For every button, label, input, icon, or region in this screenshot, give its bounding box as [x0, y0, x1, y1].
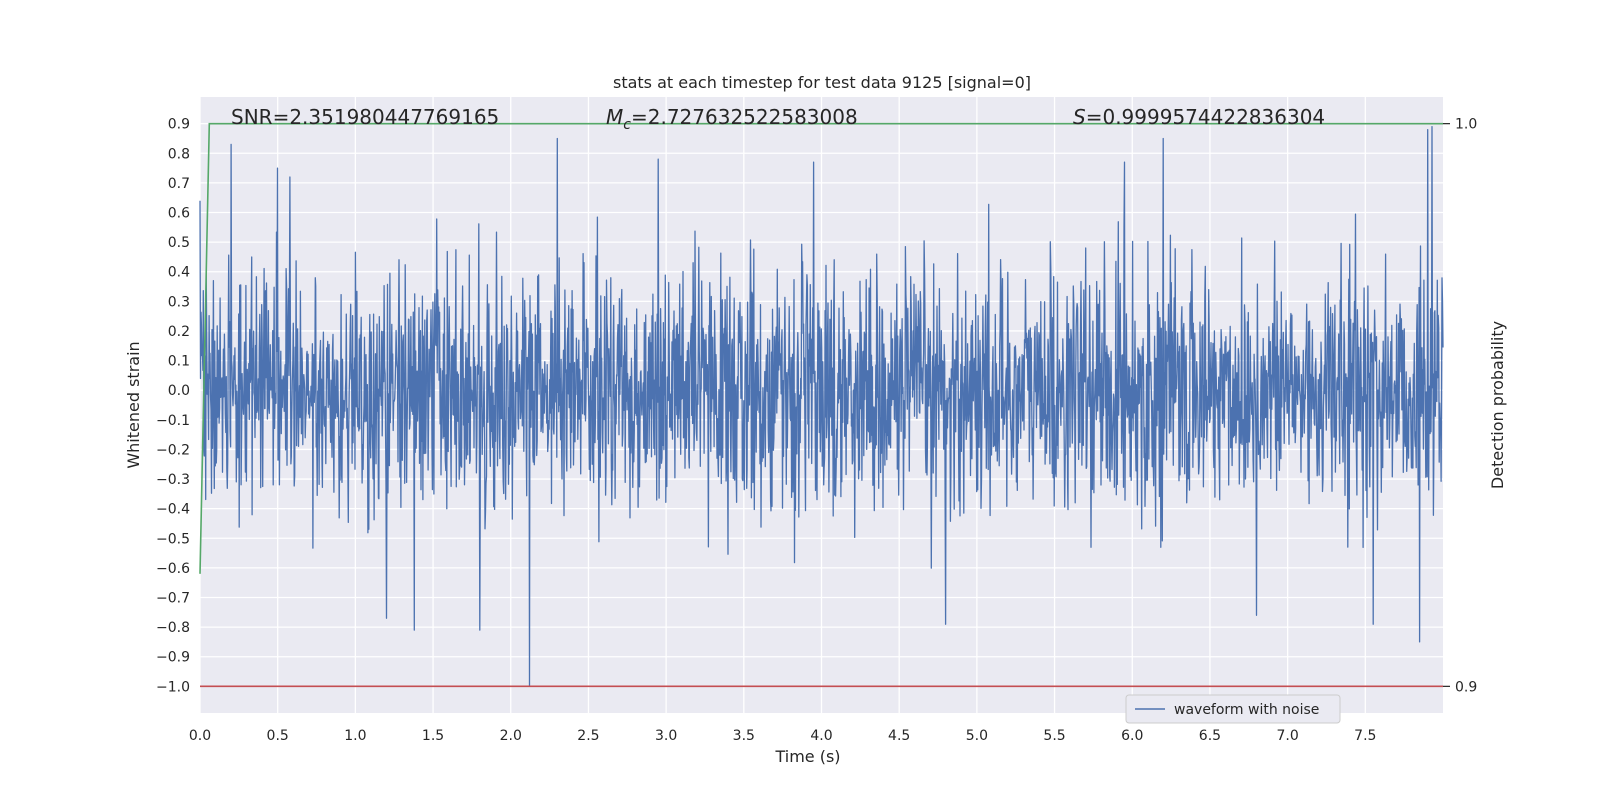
y2-tick-label: 0.9: [1455, 679, 1477, 695]
y-tick-label: −0.9: [156, 650, 190, 666]
y-tick-label: 0.1: [168, 354, 190, 370]
y-tick-label: −0.1: [156, 413, 190, 429]
x-tick-label: 2.5: [577, 728, 599, 744]
legend-label-waveform-with-noise: waveform with noise: [1174, 702, 1319, 718]
y2-axis-ticks: 1.0 0.9: [1443, 117, 1477, 695]
y-tick-label: 0.3: [168, 294, 190, 310]
y-tick-label: 0.2: [168, 324, 190, 340]
y-tick-label: 0.7: [168, 176, 190, 192]
x-tick-label: 1.5: [422, 728, 444, 744]
y2-tick-label: 1.0: [1455, 117, 1477, 133]
y-tick-label: −0.8: [156, 620, 190, 636]
x-axis-ticks: 0.0 0.5 1.0 1.5 2.0 2.5 3.0 3.5 4.0 4.5 5.0 5.5 6.0 6…: [189, 728, 1377, 744]
snr-annotation: SNR=2.351980447769165: [231, 105, 499, 129]
x-tick-label: 6.0: [1121, 728, 1143, 744]
y-tick-label: 0.6: [168, 206, 190, 222]
x-tick-label: 7.0: [1276, 728, 1298, 744]
series-line-waveform-with-noise: [199, 125, 1444, 687]
y-tick-label: 0.8: [168, 146, 190, 162]
snr-equals: =: [273, 105, 290, 129]
snr-label: SNR: [231, 105, 273, 129]
chart-title: stats at each timestep for test data 912…: [613, 73, 1031, 92]
y-tick-label: 0.5: [168, 235, 190, 251]
chirp-mass-symbol: M: [606, 105, 623, 129]
x-tick-label: 4.0: [810, 728, 832, 744]
legend-box: [1125, 694, 1341, 724]
s-value: 0.9999574422836304: [1102, 105, 1325, 129]
y-tick-label: −0.4: [156, 502, 190, 518]
plot-area: [199, 122, 1444, 688]
x-tick-label: 7.5: [1354, 728, 1376, 744]
y-tick-label: 0.0: [168, 383, 190, 399]
chirp-mass-value: 2.727632522583008: [648, 105, 858, 129]
chirp-mass-annotation: Mc=2.727632522583008: [606, 105, 858, 133]
x-tick-label: 0.5: [267, 728, 289, 744]
x-tick-label: 3.0: [655, 728, 677, 744]
y-axis-ticks: 0.9 0.8 0.7 0.6 0.5 0.4 0.3 0.2 0.1 0.0 −0.1 −0.2 −0…: [156, 117, 190, 696]
x-tick-label: 5.5: [1043, 728, 1065, 744]
series-line-detection-probability: [199, 122, 1443, 574]
y2-axis-label: Detection probability: [1488, 321, 1507, 489]
y-tick-label: 0.9: [168, 117, 190, 133]
x-tick-label: 3.5: [733, 728, 755, 744]
chirp-mass-subscript: c: [623, 117, 631, 133]
s-symbol: S: [1073, 105, 1086, 129]
y-tick-label: −0.2: [156, 442, 190, 458]
x-axis-label: Time (s): [774, 747, 840, 766]
y-tick-label: −0.7: [156, 591, 190, 607]
y-axis-label: Whitened strain: [124, 341, 143, 468]
x-tick-label: 1.0: [344, 728, 366, 744]
snr-value: 2.351980447769165: [289, 105, 499, 129]
x-tick-label: 4.5: [888, 728, 910, 744]
legend: waveform with noise: [1125, 694, 1341, 724]
x-tick-label: 0.0: [189, 728, 211, 744]
y-tick-label: 0.4: [168, 265, 190, 281]
x-tick-label: 5.0: [966, 728, 988, 744]
chirp-mass-equals: =: [631, 105, 648, 129]
y-tick-label: −1.0: [156, 679, 190, 695]
y-tick-label: −0.6: [156, 561, 190, 577]
x-tick-label: 6.5: [1199, 728, 1221, 744]
y-tick-label: −0.5: [156, 531, 190, 547]
s-annotation: S=0.9999574422836304: [1073, 105, 1325, 129]
x-tick-label: 2.0: [500, 728, 522, 744]
s-equals: =: [1086, 105, 1103, 129]
y-tick-label: −0.3: [156, 472, 190, 488]
